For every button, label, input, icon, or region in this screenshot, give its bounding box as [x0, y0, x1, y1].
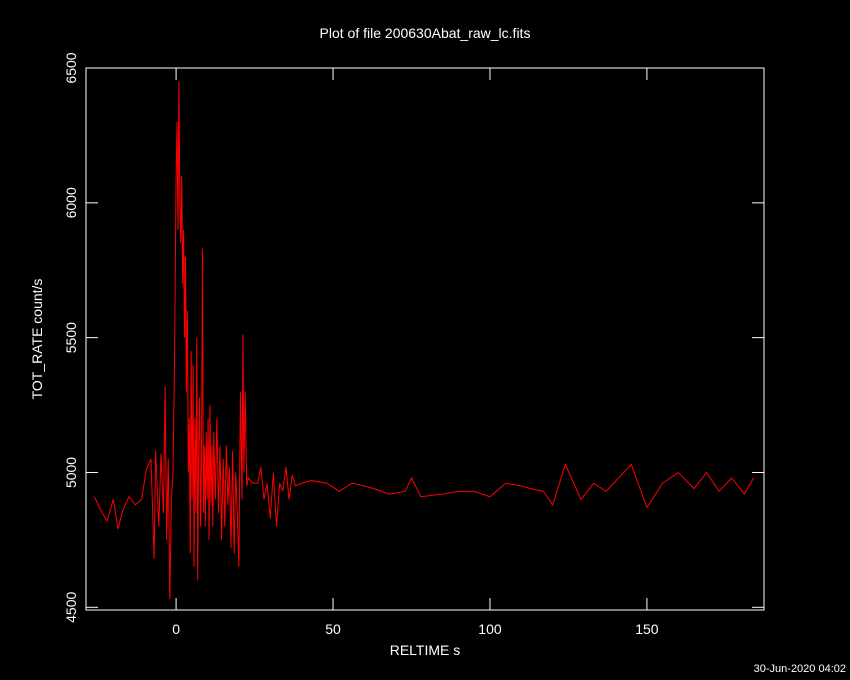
chart-title: Plot of file 200630Abat_raw_lc.fits	[320, 25, 531, 41]
x-tick-label: 150	[635, 621, 659, 637]
y-tick-label: 5500	[63, 322, 79, 353]
footer: 30-Jun-2020 04:02	[754, 663, 846, 675]
y-axis-label: TOT_RATE count/s	[29, 279, 45, 400]
x-tick-label: 50	[325, 621, 341, 637]
x-axis-label: RELTIME s	[390, 642, 461, 658]
y-tick-label: 6500	[63, 52, 79, 83]
data-line	[94, 81, 755, 600]
x-tick-label: 100	[478, 621, 502, 637]
y-tick-label: 5000	[63, 457, 79, 488]
y-tick-label: 6000	[63, 187, 79, 218]
x-tick-label: 0	[172, 621, 180, 637]
y-tick-label: 4500	[63, 592, 79, 623]
plot-frame	[85, 67, 765, 611]
